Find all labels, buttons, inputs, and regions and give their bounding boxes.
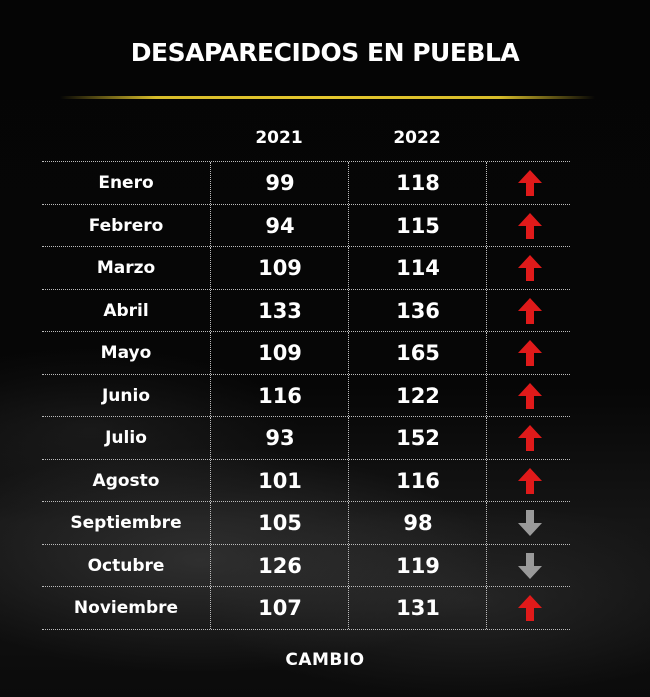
table-row: Noviembre 107 131 xyxy=(42,587,570,630)
table-row: Marzo 109 114 xyxy=(42,247,570,290)
month-label: Febrero xyxy=(88,215,164,236)
value-2022: 119 xyxy=(348,544,487,586)
trend-cell xyxy=(486,502,571,544)
table-row: Julio 93 152 xyxy=(42,417,570,460)
data-table: Enero 99 118 Febrero 94 115 Marzo 109 114 Abril 13… xyxy=(42,161,570,630)
table-row: Junio 116 122 xyxy=(42,374,571,417)
chart-title: DESAPARECIDOS EN PUEBLA xyxy=(130,38,520,67)
month-label: Octubre xyxy=(87,555,165,576)
month-label: Junio xyxy=(101,385,151,406)
value-2021: 116 xyxy=(210,374,349,416)
arrow-up-icon xyxy=(518,170,542,196)
value-2022: 152 xyxy=(348,417,487,459)
month-label: Abril xyxy=(103,300,149,321)
trend-cell xyxy=(486,204,571,246)
table-row: Octubre 126 119 xyxy=(42,544,571,587)
value-2022: 131 xyxy=(348,587,487,629)
trend-cell xyxy=(486,289,571,331)
trend-cell xyxy=(486,587,571,629)
value-2021: 101 xyxy=(210,459,349,501)
arrow-up-icon xyxy=(518,467,542,494)
value-2022: 115 xyxy=(348,204,487,246)
month-label: Noviembre xyxy=(73,598,179,618)
column-header-2022: 2022 xyxy=(393,128,441,148)
value-2021: 93 xyxy=(210,417,349,459)
table-row: Enero 99 118 xyxy=(42,162,570,205)
trend-cell xyxy=(486,374,571,416)
arrow-up-icon xyxy=(518,212,542,239)
trend-cell xyxy=(486,544,571,586)
title-underline xyxy=(60,96,595,99)
arrow-up-icon xyxy=(518,595,542,621)
value-2021: 107 xyxy=(210,587,349,629)
trend-cell xyxy=(486,417,571,459)
table-row: Agosto 101 116 xyxy=(42,459,571,502)
table-row: Abril 133 136 xyxy=(42,289,571,332)
trend-cell xyxy=(486,332,571,374)
value-2021: 105 xyxy=(210,502,349,544)
value-2021: 109 xyxy=(210,247,349,289)
month-label: Julio xyxy=(105,428,147,448)
cambio-logo: CAMBIO xyxy=(285,650,365,670)
arrow-up-icon xyxy=(518,382,542,409)
month-label: Agosto xyxy=(92,470,160,491)
value-2021: 109 xyxy=(210,332,349,374)
arrow-up-icon xyxy=(518,255,542,281)
month-label: Mayo xyxy=(100,343,152,363)
month-label: Enero xyxy=(98,173,154,193)
value-2022: 122 xyxy=(348,374,487,416)
value-2021: 133 xyxy=(210,289,349,331)
table-row: Febrero 94 115 xyxy=(42,204,571,247)
trend-cell xyxy=(486,459,571,501)
value-2022: 118 xyxy=(348,162,487,204)
trend-cell xyxy=(486,247,571,289)
table-row: Septiembre 105 98 xyxy=(42,502,570,545)
arrow-up-icon xyxy=(518,297,542,324)
arrow-down-icon xyxy=(518,510,542,536)
arrow-down-icon xyxy=(518,552,542,579)
arrow-up-icon xyxy=(518,425,542,451)
month-label: Septiembre xyxy=(70,513,182,533)
arrow-up-icon xyxy=(518,340,542,366)
value-2022: 136 xyxy=(348,289,487,331)
trend-cell xyxy=(486,162,571,204)
value-2022: 165 xyxy=(348,332,487,374)
column-header-2021: 2021 xyxy=(255,128,303,148)
month-label: Marzo xyxy=(96,258,156,278)
value-2021: 126 xyxy=(210,544,349,586)
value-2022: 98 xyxy=(348,502,487,544)
value-2021: 99 xyxy=(210,162,349,204)
value-2021: 94 xyxy=(210,204,349,246)
table-row: Mayo 109 165 xyxy=(42,332,570,375)
value-2022: 114 xyxy=(348,247,487,289)
value-2022: 116 xyxy=(348,459,487,501)
